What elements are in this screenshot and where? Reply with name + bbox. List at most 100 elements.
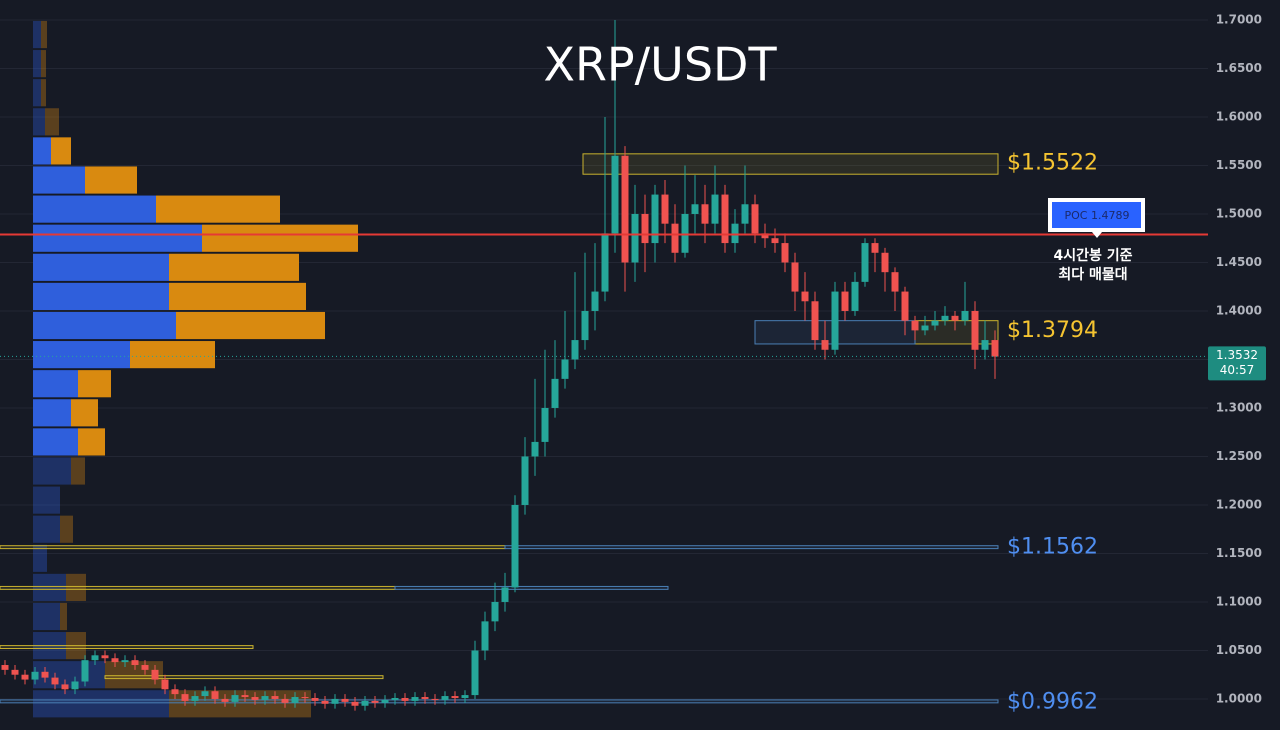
profile-sell xyxy=(169,690,311,718)
y-tick-label: 1.7000 xyxy=(1216,12,1262,26)
y-tick-label: 1.1000 xyxy=(1216,594,1262,608)
profile-sell xyxy=(66,573,86,601)
candle-body xyxy=(491,601,499,622)
profile-sell xyxy=(71,457,85,485)
profile-buy xyxy=(33,253,169,281)
candle-body xyxy=(691,204,699,214)
y-tick-label: 1.6500 xyxy=(1216,61,1262,75)
annotation: 최다 매물대 xyxy=(1058,267,1127,283)
profile-buy xyxy=(33,690,169,718)
candle-body xyxy=(971,310,979,350)
candle-body xyxy=(841,291,849,311)
zone xyxy=(582,153,999,175)
candle-body xyxy=(351,701,359,706)
profile-buy xyxy=(33,399,71,427)
poc-pointer xyxy=(1092,232,1102,238)
candle-body xyxy=(771,238,779,244)
profile-sell xyxy=(130,341,215,369)
candle-body xyxy=(661,194,669,224)
candle-body xyxy=(321,700,329,704)
profile-sell xyxy=(202,224,358,252)
y-tick-label: 1.2000 xyxy=(1216,497,1262,511)
candle-body xyxy=(121,660,129,663)
candle-body xyxy=(1,665,9,670)
candle-body xyxy=(221,698,229,702)
candle-body xyxy=(711,194,719,224)
level-label: $1.3794 xyxy=(1007,318,1098,343)
candle-body xyxy=(701,204,709,224)
candle-body xyxy=(371,700,379,703)
candle-body xyxy=(271,696,279,699)
y-tick-label: 1.4500 xyxy=(1216,255,1262,269)
profile-buy xyxy=(33,602,60,631)
profile-buy xyxy=(33,515,60,543)
candle-body xyxy=(21,674,29,680)
candle-body xyxy=(931,320,939,326)
zone xyxy=(0,585,396,590)
candle-body xyxy=(31,671,39,680)
profile-sell xyxy=(176,311,325,340)
candle-body xyxy=(941,315,949,321)
profile-sell xyxy=(51,137,71,165)
candle-body xyxy=(81,660,89,682)
candle-body xyxy=(781,243,789,263)
candle-body xyxy=(511,504,519,588)
candle-body xyxy=(461,695,469,698)
candle-body xyxy=(281,698,289,703)
candle-body xyxy=(331,698,339,704)
profile-buy xyxy=(33,166,85,194)
profile-sell xyxy=(156,195,280,223)
zone xyxy=(0,545,506,550)
profile-sell xyxy=(169,282,306,311)
chart-title: XRP/USDT xyxy=(543,38,777,92)
candle-body xyxy=(161,679,169,690)
candle-body xyxy=(631,213,639,263)
profile-buy xyxy=(33,428,78,456)
profile-buy xyxy=(33,50,41,78)
candle-body xyxy=(231,695,239,702)
profile-sell xyxy=(41,79,46,107)
candle-body xyxy=(111,658,119,663)
candle-body xyxy=(671,223,679,253)
candle-body xyxy=(901,291,909,321)
profile-buy xyxy=(33,137,51,165)
candle-body xyxy=(341,698,349,702)
y-tick-label: 1.4000 xyxy=(1216,303,1262,317)
candle-body xyxy=(731,223,739,244)
candle-body xyxy=(791,262,799,292)
profile-buy xyxy=(33,370,78,398)
profile-sell xyxy=(60,602,67,631)
candle-body xyxy=(211,691,219,699)
profile-buy xyxy=(33,195,156,223)
candle-body xyxy=(401,697,409,701)
profile-sell xyxy=(60,515,73,543)
zone xyxy=(104,675,384,680)
candle-body xyxy=(421,697,429,699)
candle-body xyxy=(741,204,749,224)
profile-sell xyxy=(85,166,137,194)
profile-buy xyxy=(33,108,45,136)
profile-buy xyxy=(33,311,176,340)
candle-body xyxy=(411,697,419,701)
level-label: $1.1562 xyxy=(1007,534,1098,559)
candle-body xyxy=(581,310,589,341)
zone xyxy=(394,585,669,590)
profile-buy xyxy=(33,224,202,252)
candle-body xyxy=(191,696,199,701)
candle-body xyxy=(641,213,649,244)
candle-body xyxy=(871,243,879,253)
candle-body xyxy=(101,655,109,659)
level-label: $0.9962 xyxy=(1007,690,1098,715)
y-tick-label: 1.0000 xyxy=(1216,691,1262,705)
candle-body xyxy=(571,340,579,360)
profile-sell xyxy=(78,428,105,456)
candle-body xyxy=(531,441,539,457)
profile-buy xyxy=(33,573,66,601)
profile-sell xyxy=(71,399,98,427)
candle-body xyxy=(441,696,449,700)
candle-body xyxy=(891,272,899,292)
candle-body xyxy=(591,291,599,311)
candle-body xyxy=(521,456,529,505)
y-tick-label: 1.5000 xyxy=(1216,206,1262,220)
candle-body xyxy=(261,696,269,700)
